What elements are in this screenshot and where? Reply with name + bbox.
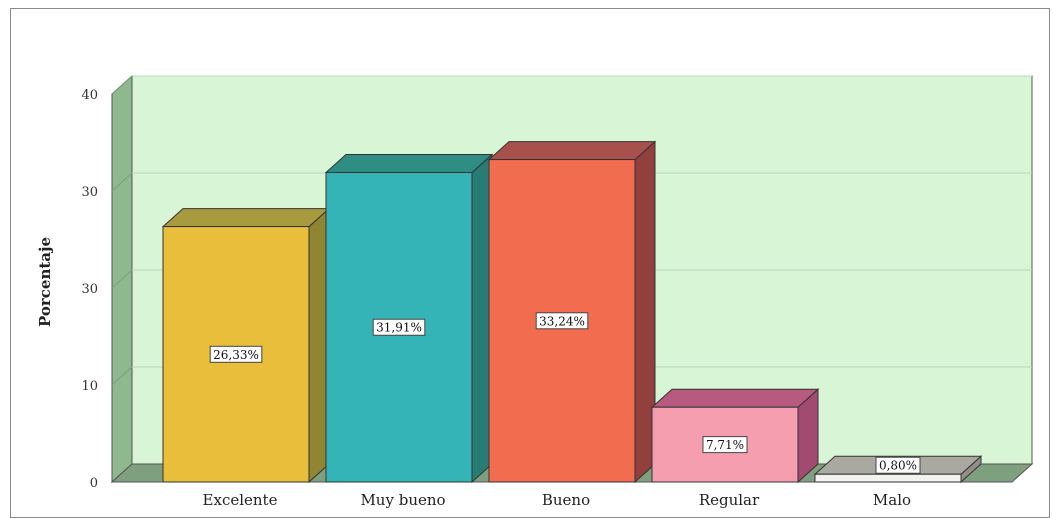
data-label: 26,33% [213, 348, 259, 362]
x-category-label: Regular [699, 491, 760, 509]
x-category-label: Bueno [542, 491, 590, 509]
data-label-box [209, 345, 263, 363]
y-tick-label: 30 [81, 282, 98, 297]
y-tick-label: 30 [81, 185, 98, 200]
bar-top [487, 141, 657, 161]
bar: 7,71% [650, 388, 820, 484]
data-label-box [875, 456, 921, 474]
data-label: 0,80% [879, 459, 917, 473]
data-label: 33,24% [539, 314, 585, 328]
gridline-side [111, 366, 133, 386]
bar: 31,91% [324, 153, 494, 484]
bars: 26,33% 31,91% 33,24% 7,71% 0,80% [161, 140, 983, 484]
y-tick-label: 10 [81, 379, 98, 394]
bar-top [324, 153, 494, 173]
x-category-label: Muy bueno [360, 491, 445, 509]
y-tick-label: 0 [90, 476, 98, 491]
data-label-box [702, 436, 748, 454]
bar: 26,33% [161, 207, 331, 484]
bar-top [161, 208, 331, 228]
x-axis-categories: Excelente Muy bueno Bueno Regular Malo [203, 491, 912, 509]
x-category-label: Malo [873, 491, 911, 509]
x-category-label: Excelente [203, 491, 278, 509]
bar-front [814, 473, 962, 483]
y-axis: 0 10 30 30 40 [81, 88, 98, 491]
gridline-side [111, 269, 133, 289]
y-axis-label: Porcentaje [36, 237, 54, 327]
gridline-side [111, 75, 133, 95]
data-label: 31,91% [376, 321, 422, 335]
data-label: 7,71% [706, 438, 744, 452]
gridline-side [111, 172, 133, 192]
bar: 33,24% [487, 140, 657, 484]
data-label-box [372, 318, 426, 336]
y-tick-label: 40 [81, 88, 98, 103]
bar: 0,80% [813, 455, 983, 484]
data-label-box [535, 312, 589, 330]
bar-top [650, 388, 820, 408]
